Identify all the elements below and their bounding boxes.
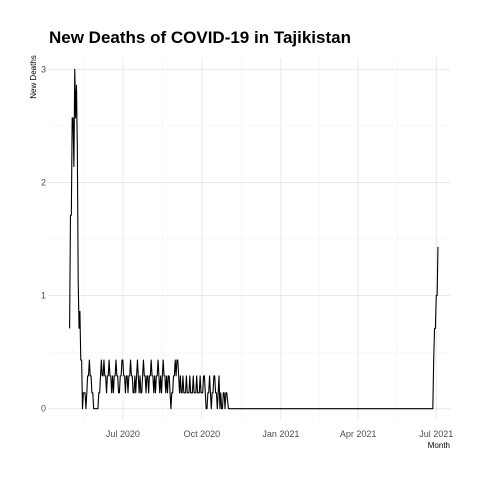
x-tick-label: Oct 2020 <box>184 429 221 439</box>
x-tick-label: Jul 2021 <box>419 429 453 439</box>
x-axis-title: Month <box>428 441 450 450</box>
y-tick-label: 0 <box>41 404 46 414</box>
y-axis-title: New Deaths <box>29 55 38 99</box>
series-line-tail <box>252 246 439 410</box>
x-tick-label: Apr 2021 <box>340 429 377 439</box>
y-tick-label: 1 <box>41 291 46 301</box>
x-tick-label: Jan 2021 <box>262 429 299 439</box>
y-tick-label: 3 <box>41 64 46 74</box>
x-tick-label: Jul 2020 <box>106 429 140 439</box>
y-tick-label: 2 <box>41 177 46 187</box>
tick-labels: 0 1 2 3 Jul 2020 Oct 2020 Jan 2021 Apr 2021 Jul … <box>41 64 453 439</box>
chart-title: New Deaths of COVID-19 in Tajikistan <box>49 28 351 47</box>
series-line <box>69 68 253 410</box>
series-layer <box>69 68 439 410</box>
